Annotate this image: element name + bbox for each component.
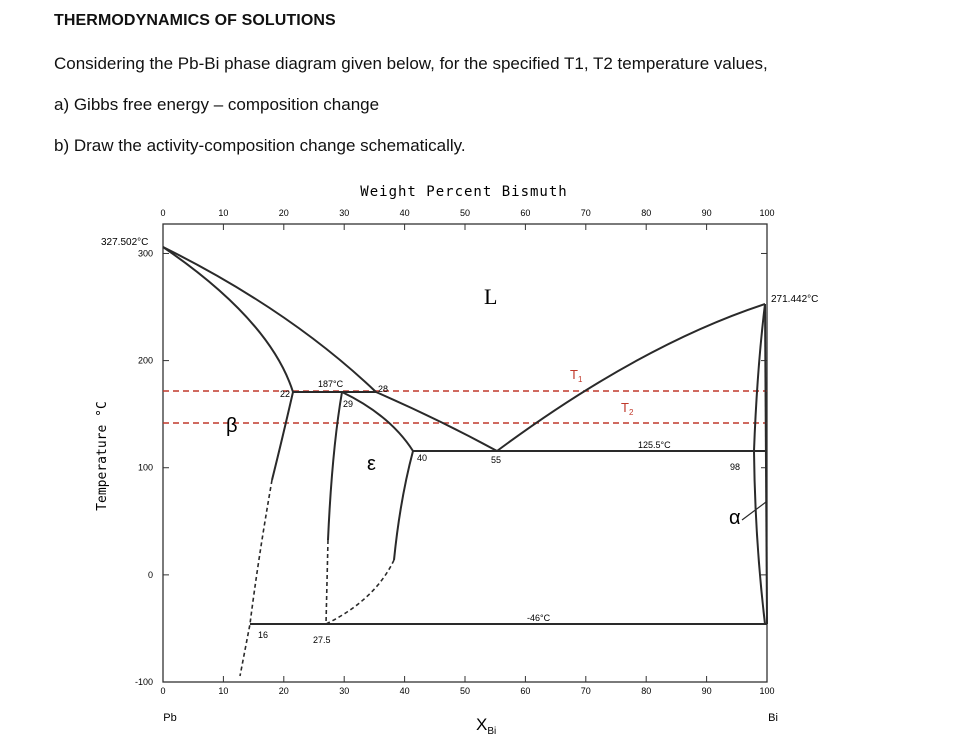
- top-tick-label: 100: [759, 208, 774, 218]
- liquidus-right: [496, 303, 766, 452]
- liquidus-middle: [375, 391, 498, 452]
- bottom-tick-labels: 0 10 20 30 40 50 60 70 80 90 100: [160, 686, 774, 696]
- phase-beta-label: β: [226, 415, 238, 437]
- question-part-a: a) Gibbs free energy – composition chang…: [54, 95, 380, 114]
- beta-solvus-solid: [271, 391, 294, 481]
- top-tick-label: 80: [641, 208, 651, 218]
- top-tick-label: 30: [339, 208, 349, 218]
- t2-label-main: T: [621, 400, 629, 415]
- alpha-solidus: [753, 303, 766, 452]
- bottom-tick-label: 60: [520, 686, 530, 696]
- question-part-b: b) Draw the activity-composition change …: [54, 136, 466, 155]
- bottom-tick-label: 100: [759, 686, 774, 696]
- plot-frame: [162, 223, 768, 683]
- beta-epsilon-solid: [327, 391, 343, 541]
- comp-55-label: 55: [491, 455, 501, 465]
- bottom-tick-label: 10: [218, 686, 228, 696]
- pb-melting-label: 327.502°C: [101, 237, 148, 248]
- bottom-tick-label: 70: [581, 686, 591, 696]
- comp-16-label: 16: [258, 630, 268, 640]
- x-axis-label-sub: Bi: [487, 726, 496, 737]
- y-tick-label: 200: [138, 356, 153, 366]
- phase-epsilon-label: ε: [367, 453, 376, 475]
- y-tick-label: 100: [138, 463, 153, 473]
- t1-label-main: T: [570, 367, 578, 382]
- bi-melting-label: 271.442°C: [771, 294, 818, 305]
- x-axis-label-main: X: [476, 715, 487, 734]
- top-tick-label: 90: [702, 208, 712, 218]
- beta-solvus-dashed: [239, 479, 273, 677]
- phase-boundaries: [162, 246, 768, 625]
- eutectoid-temp-label: -46°C: [527, 613, 551, 623]
- comp-22-label: 22: [280, 389, 290, 399]
- question-intro: Considering the Pb-Bi phase diagram give…: [54, 54, 768, 73]
- y-axis-label: Temperature °C: [95, 401, 110, 511]
- t2-label-sub: 2: [629, 408, 634, 417]
- top-tick-label: 60: [520, 208, 530, 218]
- top-tick-label: 40: [400, 208, 410, 218]
- t1-label: T1: [570, 367, 583, 384]
- top-tick-labels: 0 10 20 30 40 50 60 70 80 90 100: [160, 208, 774, 218]
- t1-label-sub: 1: [578, 375, 583, 384]
- bottom-tick-label: 40: [400, 686, 410, 696]
- y-tick-label: -100: [135, 677, 153, 687]
- epsilon-right-solid: [393, 450, 414, 561]
- comp-98-label: 98: [730, 462, 740, 472]
- alpha-pointer: [741, 501, 767, 521]
- bottom-tick-label: 20: [279, 686, 289, 696]
- y-tick-label: 0: [148, 570, 153, 580]
- alpha-right-edge: [764, 303, 768, 625]
- beta-epsilon-dashed: [325, 539, 329, 625]
- tick-marks: [162, 224, 768, 683]
- peritectic-temp-label: 187°C: [318, 379, 344, 389]
- top-tick-label: 0: [160, 208, 165, 218]
- phase-l-label: L: [484, 284, 497, 309]
- epsilon-liquidus-boundary: [341, 391, 414, 452]
- phase-alpha-label: α: [729, 507, 741, 529]
- t2-label: T2: [621, 400, 634, 417]
- beta-solidus: [162, 246, 294, 393]
- top-axis-label: Weight Percent Bismuth: [360, 184, 567, 200]
- dashed-boundaries: [239, 479, 395, 677]
- bottom-tick-label: 90: [702, 686, 712, 696]
- comp-28-label: 28: [378, 384, 388, 394]
- question-title: THERMODYNAMICS OF SOLUTIONS: [54, 12, 336, 29]
- comp-29-label: 29: [343, 399, 353, 409]
- y-tick-labels: 300 200 100 0 -100: [135, 248, 153, 687]
- top-tick-label: 70: [581, 208, 591, 218]
- bottom-tick-label: 0: [160, 686, 165, 696]
- liquidus-left: [162, 246, 377, 393]
- pb-label: Pb: [163, 712, 176, 724]
- x-axis-label: XBi: [476, 715, 496, 737]
- eutectic-temp-label: 125.5°C: [638, 440, 671, 450]
- bi-label: Bi: [768, 712, 778, 724]
- epsilon-right-dashed: [325, 559, 395, 625]
- top-tick-label: 10: [218, 208, 228, 218]
- bottom-tick-label: 30: [339, 686, 349, 696]
- bottom-tick-label: 50: [460, 686, 470, 696]
- top-tick-label: 50: [460, 208, 470, 218]
- comp-40-label: 40: [417, 453, 427, 463]
- y-tick-label: 300: [138, 248, 153, 258]
- alpha-solvus: [753, 450, 766, 625]
- bottom-tick-label: 80: [641, 686, 651, 696]
- top-tick-label: 20: [279, 208, 289, 218]
- comp-27-5-label: 27.5: [313, 635, 331, 645]
